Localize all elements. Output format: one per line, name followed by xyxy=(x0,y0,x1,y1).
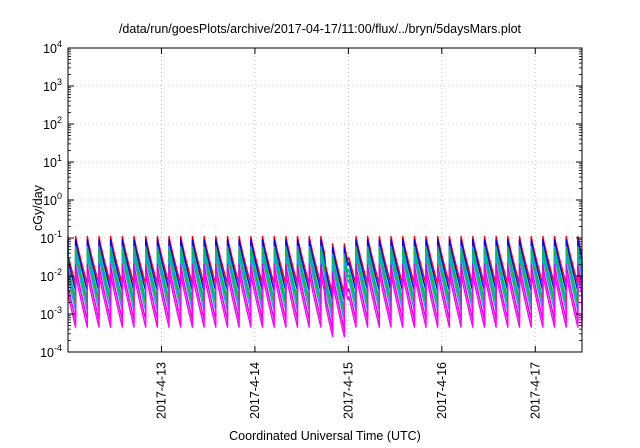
series-line-6 xyxy=(67,272,583,338)
y-tick-label: 104 xyxy=(43,39,62,56)
y-tick-label: 102 xyxy=(43,115,62,132)
series-line-5 xyxy=(67,263,583,331)
y-tick-label: 103 xyxy=(43,77,62,94)
x-tick-label: 2017-4-13 xyxy=(154,362,168,419)
y-tick-label: 10-3 xyxy=(40,305,62,322)
x-tick-label: 2017-4-14 xyxy=(248,362,262,419)
series-line-4 xyxy=(67,254,583,322)
axes: 10-4 10-3 10-2 10-1 100 101 102 103 104 2017-4-13… xyxy=(40,39,583,419)
y-axis-label: cGy/day xyxy=(31,185,45,231)
y-tick-label: 10-4 xyxy=(40,343,62,360)
series-line-0 xyxy=(67,235,583,295)
y-tick-label: 101 xyxy=(43,153,62,170)
x-tick-label: 2017-4-15 xyxy=(341,362,355,419)
y-tick-label: 10-1 xyxy=(40,229,62,246)
y-tick-label: 100 xyxy=(43,191,62,208)
x-tick-label: 2017-4-16 xyxy=(435,362,449,419)
series-line-1 xyxy=(67,239,583,302)
y-tick-label: 10-2 xyxy=(40,267,62,284)
series-group xyxy=(67,235,583,338)
plot-frame xyxy=(67,47,583,353)
chart-title: /data/run/goesPlots/archive/2017-04-17/1… xyxy=(118,22,522,36)
x-axis-label: Coordinated Universal Time (UTC) xyxy=(229,429,421,443)
series-line-2 xyxy=(67,245,583,310)
x-tick-label: 2017-4-17 xyxy=(528,362,542,419)
series-line-3 xyxy=(67,250,583,315)
